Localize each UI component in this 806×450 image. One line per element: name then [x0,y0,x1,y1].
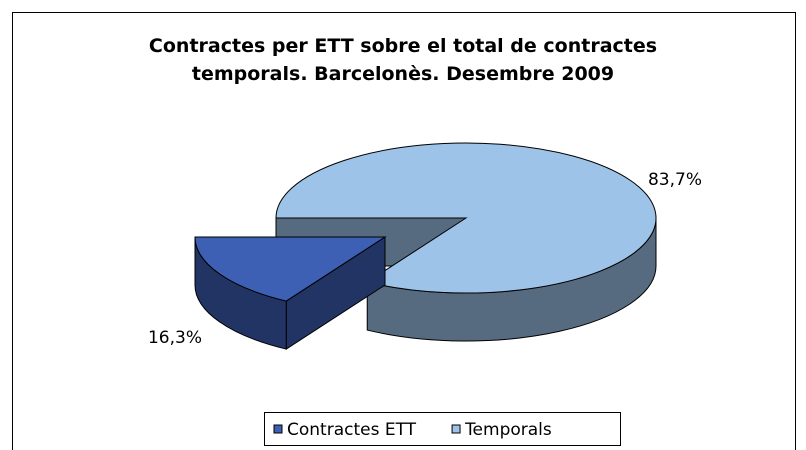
legend-swatch [273,424,283,434]
data-label: 16,3% [148,328,202,348]
chart-frame [12,12,796,450]
chart-title: Contractes per ETT sobre el total de con… [148,35,658,85]
pie-slice [194,236,387,302]
data-label: 83,7% [648,170,702,190]
pie-slice [275,142,657,294]
legend-box [264,412,621,446]
legend-label: Temporals [464,420,552,440]
legend-label: Contractes ETT [287,420,417,440]
legend-swatch [451,424,461,434]
